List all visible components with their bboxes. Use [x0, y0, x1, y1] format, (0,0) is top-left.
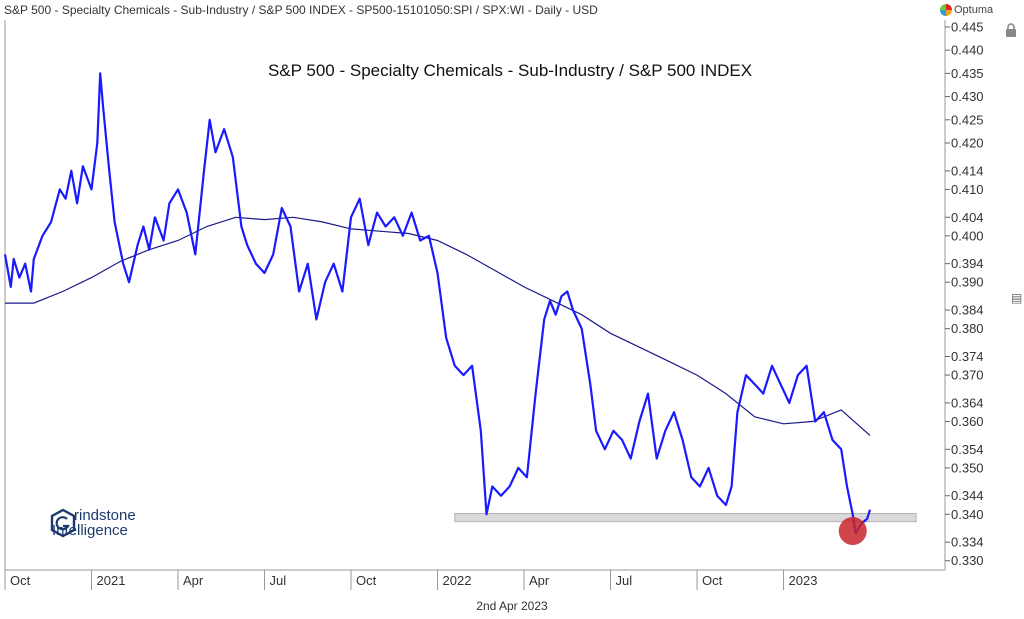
optuma-brand: Optuma [940, 4, 993, 16]
y-tick-label: 0.430 [951, 89, 984, 104]
y-axis: 0.330 0.334 0.340 0.344 0.350 0.354 0.360 0.364… [945, 19, 984, 568]
support-band [454, 512, 917, 523]
y-tick-label: 0.354 [951, 442, 984, 457]
logo-line2: Intelligence [52, 522, 128, 539]
y-tick-label: 0.445 [951, 19, 984, 34]
x-tick-label: Apr [529, 573, 550, 588]
x-tick-label: Jul [616, 573, 633, 588]
y-tick-label: 0.440 [951, 43, 984, 58]
x-tick-label: Jul [270, 573, 287, 588]
x-tick-label: Oct [702, 573, 723, 588]
optuma-logo-icon [940, 4, 952, 16]
y-tick-label: 0.370 [951, 368, 984, 383]
lock-icon[interactable] [1003, 22, 1019, 38]
y-tick-label: 0.400 [951, 228, 984, 243]
y-tick-label: 0.334 [951, 535, 984, 550]
y-tick-label: 0.344 [951, 488, 984, 503]
expand-icon[interactable]: ▤ [1011, 291, 1023, 305]
hexagon-g-icon [50, 508, 76, 538]
plot-frame [4, 20, 946, 571]
y-tick-label: 0.404 [951, 210, 984, 225]
y-tick-label: 0.384 [951, 303, 984, 318]
y-tick-label: 0.390 [951, 275, 984, 290]
y-tick-label: 0.435 [951, 66, 984, 81]
x-tick-label: 2023 [789, 573, 818, 588]
y-tick-label: 0.410 [951, 182, 984, 197]
x-tick-label: 2021 [97, 573, 126, 588]
grindstone-logo: rindstone Intelligence [50, 508, 136, 538]
x-tick-label: Oct [10, 573, 31, 588]
ratio-line [3, 72, 872, 534]
y-tick-label: 0.340 [951, 507, 984, 522]
y-tick-label: 0.380 [951, 321, 984, 336]
date-label: 2nd Apr 2023 [476, 599, 548, 613]
x-tick-label: Oct [356, 573, 377, 588]
y-tick-label: 0.414 [951, 163, 984, 178]
y-tick-label: 0.350 [951, 460, 984, 475]
chart-header: S&P 500 - Specialty Chemicals - Sub-Indu… [4, 3, 598, 17]
y-tick-label: 0.374 [951, 349, 984, 364]
y-tick-label: 0.425 [951, 112, 984, 127]
x-tick-label: 2022 [443, 573, 472, 588]
y-tick-label: 0.394 [951, 256, 984, 271]
logo-line1: rindstone [74, 507, 136, 524]
y-tick-label: 0.360 [951, 414, 984, 429]
y-tick-label: 0.330 [951, 553, 984, 568]
x-axis: Oct 2021 Apr Jul Oct 2022 Apr Jul Oct 2023 [4, 570, 818, 590]
low-highlight-circle [838, 517, 867, 546]
y-tick-label: 0.364 [951, 395, 984, 410]
chart-title: S&P 500 - Specialty Chemicals - Sub-Indu… [268, 61, 752, 80]
optuma-brand-label: Optuma [954, 4, 994, 16]
x-tick-label: Apr [183, 573, 204, 588]
y-tick-label: 0.420 [951, 135, 984, 150]
